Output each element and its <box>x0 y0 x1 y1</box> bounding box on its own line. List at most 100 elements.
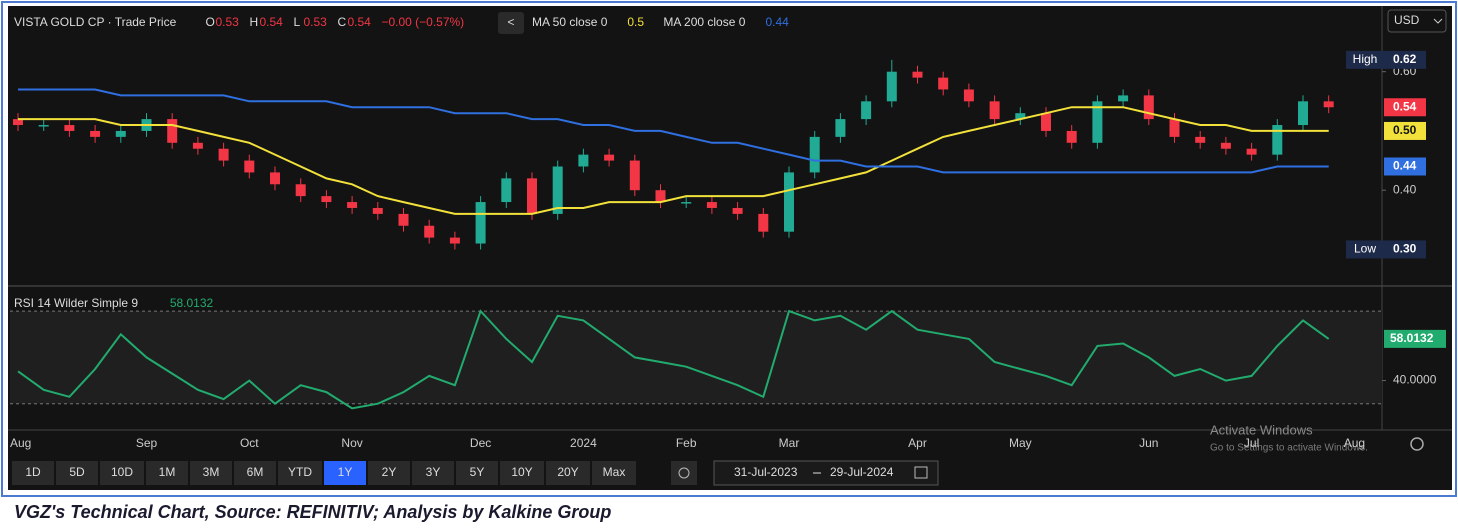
candle-body <box>372 207 383 214</box>
range-label: 20Y <box>557 465 578 479</box>
candle-body <box>835 119 846 137</box>
x-tick-label: Oct <box>240 436 259 450</box>
range-label: 10Y <box>511 465 532 479</box>
candle-body <box>938 77 949 90</box>
range-button[interactable] <box>56 461 98 485</box>
y-tick-label: 0.40 <box>1393 182 1417 196</box>
date-from: 31-Jul-2023 <box>734 465 798 479</box>
candle-body <box>604 154 615 161</box>
candle-body <box>1143 95 1154 120</box>
watermark-title: Activate Windows <box>1210 422 1313 437</box>
candle-body <box>295 184 306 197</box>
candle-body <box>1272 125 1283 155</box>
candle-body <box>90 130 101 137</box>
candle-body <box>449 237 460 244</box>
range-button[interactable] <box>324 461 366 485</box>
candle-body <box>1041 113 1051 131</box>
ohlc-key: L <box>293 15 300 29</box>
ohlc-key: C <box>337 15 346 29</box>
candle-body <box>758 213 769 232</box>
candle-body <box>527 178 537 214</box>
range-button[interactable] <box>546 461 590 485</box>
candle-body <box>38 125 49 127</box>
range-label: 5D <box>69 465 85 479</box>
candle-body <box>784 172 794 232</box>
ma-value: 0.44 <box>765 15 789 29</box>
ohlc-key: O <box>205 15 214 29</box>
candle-body <box>629 160 640 191</box>
rsi-title: RSI 14 Wilder Simple 9 <box>14 296 138 310</box>
x-tick-label: 2024 <box>570 436 597 450</box>
ma-name: MA 200 close 0 <box>663 15 745 29</box>
candle-body <box>64 125 75 131</box>
range-button[interactable] <box>592 461 636 485</box>
range-label: 1M <box>159 465 176 479</box>
x-tick-label: Sep <box>136 436 158 450</box>
ohlc-value: 0.53 <box>303 15 327 29</box>
price-badge <box>1384 157 1426 176</box>
range-button[interactable] <box>234 461 276 485</box>
x-tick-label: Aug <box>1344 436 1365 450</box>
candle-body <box>347 202 358 208</box>
price-badge <box>1384 50 1426 69</box>
candle-body <box>115 130 126 137</box>
x-tick-label: Mar <box>779 436 800 450</box>
candle-body <box>578 154 589 167</box>
candle-body <box>1169 119 1180 137</box>
watermark-text: Go to Settings to activate Windows. <box>1210 443 1368 454</box>
candle-body <box>501 178 512 203</box>
range-label: Max <box>603 465 626 479</box>
ohlc-value: 0.53 <box>215 15 239 29</box>
currency: USD <box>1394 13 1420 27</box>
range-button[interactable] <box>500 461 544 485</box>
candle-body <box>861 101 872 120</box>
price-badge <box>1384 121 1426 140</box>
price-badge <box>1384 240 1426 259</box>
range-button[interactable] <box>12 461 54 485</box>
candle-body <box>732 207 743 214</box>
x-tick-label: Apr <box>908 436 927 450</box>
candle-body <box>1118 95 1129 102</box>
candle-body <box>424 225 435 238</box>
range-button[interactable] <box>412 461 454 485</box>
date-range[interactable] <box>713 460 939 486</box>
settings-icon[interactable] <box>1410 437 1424 451</box>
candle-body <box>270 172 280 185</box>
candle-body <box>1015 113 1026 120</box>
rsi-badge <box>1384 329 1446 348</box>
candle-body <box>1195 136 1206 143</box>
candle-body <box>1220 142 1231 149</box>
badge-name: Low <box>1354 242 1376 256</box>
candle-body <box>552 166 563 214</box>
ohlc-value: 0.54 <box>347 15 371 29</box>
range-button[interactable] <box>456 461 498 485</box>
range-button[interactable] <box>278 461 322 485</box>
badge-name-bg <box>1346 240 1384 259</box>
candle-body <box>192 142 203 149</box>
x-tick-label: Aug <box>10 436 31 450</box>
x-tick-label: Nov <box>341 436 362 450</box>
range-settings-icon <box>678 467 690 479</box>
x-tick-label: May <box>1009 436 1032 450</box>
candle-body <box>475 202 486 244</box>
range-button[interactable] <box>190 461 232 485</box>
range-settings[interactable] <box>671 461 697 485</box>
ma-value: 0.5 <box>627 15 644 29</box>
price-badge-label: 0.30 <box>1393 242 1417 256</box>
rsi-value: 58.0132 <box>170 296 214 310</box>
y-tick-label: 40.0000 <box>1393 373 1437 387</box>
ohlc-value: 0.54 <box>259 15 283 29</box>
range-button[interactable] <box>100 461 144 485</box>
candle-body <box>398 213 409 226</box>
range-button[interactable] <box>368 461 410 485</box>
candle-body <box>1066 130 1077 143</box>
range-label: 6M <box>247 465 264 479</box>
candle-body <box>912 71 923 78</box>
currency-select[interactable] <box>1387 9 1447 33</box>
rsi-band <box>10 311 1382 404</box>
rsi-badge-label: 58.0132 <box>1390 331 1434 345</box>
collapse-button[interactable] <box>498 12 524 34</box>
range-button[interactable] <box>146 461 188 485</box>
